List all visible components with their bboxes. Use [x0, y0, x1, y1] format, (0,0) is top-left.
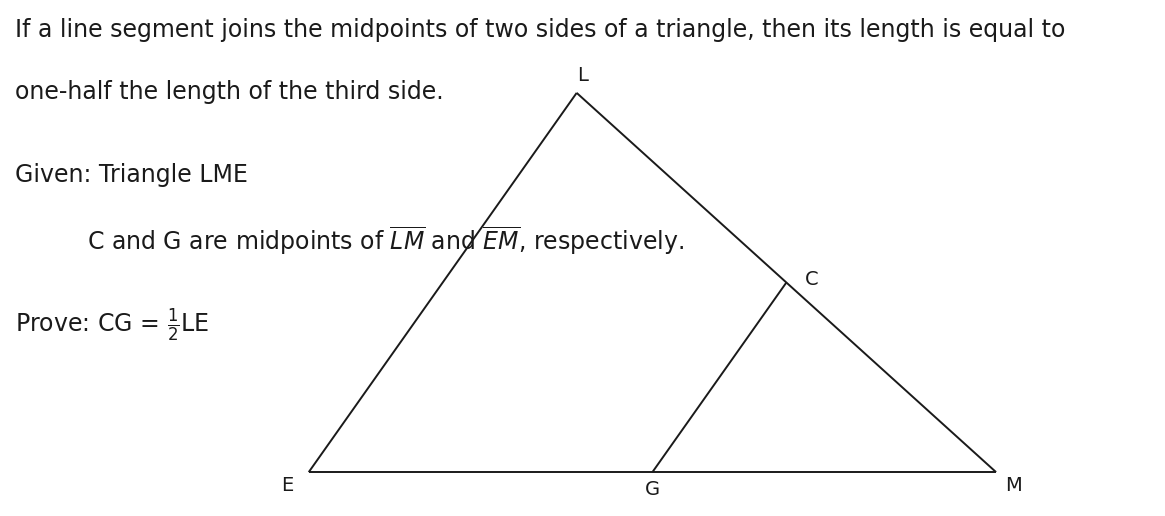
Text: G: G: [645, 480, 659, 499]
Text: E: E: [282, 476, 294, 495]
Text: Given: Triangle LME: Given: Triangle LME: [15, 163, 248, 187]
Text: If a line segment joins the midpoints of two sides of a triangle, then its lengt: If a line segment joins the midpoints of…: [15, 18, 1066, 42]
Text: C and G are midpoints of $\overline{LM}$ and $\overline{EM}$, respectively.: C and G are midpoints of $\overline{LM}$…: [87, 224, 685, 257]
Text: Prove: CG = $\frac{1}{2}$LE: Prove: CG = $\frac{1}{2}$LE: [15, 307, 210, 344]
Text: L: L: [577, 66, 588, 85]
Text: M: M: [1005, 476, 1022, 495]
Text: one-half the length of the third side.: one-half the length of the third side.: [15, 80, 444, 104]
Text: C: C: [805, 270, 819, 289]
